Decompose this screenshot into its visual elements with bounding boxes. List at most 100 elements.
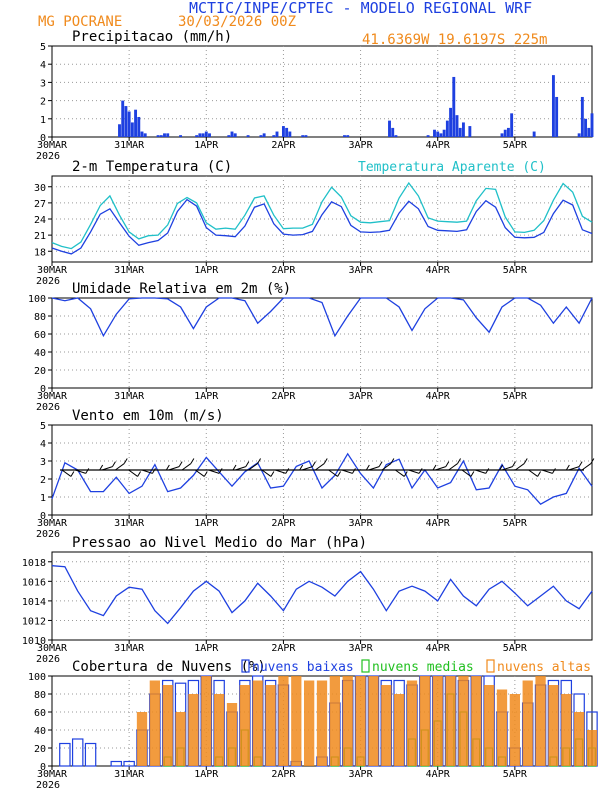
precip-bar	[124, 106, 128, 137]
x-tick-label: 1APR	[194, 265, 219, 276]
panel-title: Precipitacao (mm/h)	[72, 29, 232, 45]
wind-barb-flag	[285, 468, 290, 474]
wind-barb	[128, 469, 138, 477]
x-tick-label: 2APR	[271, 391, 296, 402]
wind-barb-flag	[178, 461, 183, 467]
y-tick-label: 1018	[22, 558, 46, 569]
wind-barb-flag	[578, 461, 583, 467]
wind-barb	[501, 466, 513, 471]
wind-barb	[435, 466, 446, 471]
y-tick-label: 20	[34, 366, 46, 377]
cloud-high-bar	[535, 676, 546, 766]
precip-bar	[343, 135, 346, 137]
x-tick-label: 2APR	[271, 140, 296, 151]
legend-label: nuvens altas	[497, 660, 591, 675]
cloud-high-bar	[201, 676, 212, 766]
cloud-low-bar	[110, 760, 123, 767]
header-location: MG POCRANE	[38, 14, 122, 30]
y-tick-label: 5	[40, 42, 46, 53]
x-tick-label: 30MAR	[37, 265, 68, 276]
precip-bar	[118, 124, 121, 137]
precip-bar	[388, 120, 391, 137]
precip-bar	[285, 127, 289, 137]
panel-5: 1010 1012 1014 1016 1018 30MAR 31MAR 1APR 2APR 3A…	[22, 535, 593, 665]
precip-bar	[503, 129, 507, 137]
x-tick-label: 3APR	[349, 391, 374, 402]
y-tick-label: 60	[34, 708, 46, 719]
wind-barb	[261, 469, 272, 477]
precip-bar	[510, 113, 514, 137]
y-tick-label: 21	[34, 231, 46, 242]
precip-bar	[198, 133, 202, 137]
header-run: 30/03/2026 00Z	[178, 14, 296, 30]
x-tick-label: 3APR	[349, 643, 374, 654]
x-tick-label: 5APR	[503, 643, 528, 654]
precip-bar	[137, 116, 141, 137]
x-tick-label: 1APR	[194, 391, 219, 402]
panel-3: 0 20 40 60 80 100 30MAR 31MAR 1APR 2APR 3APR 4APR 5A…	[28, 281, 593, 413]
precip-bar	[442, 129, 446, 137]
panel-title: Cobertura de Nuvens (%)	[72, 659, 266, 675]
wind-barb	[515, 463, 525, 471]
precip-bar	[201, 133, 205, 137]
y-tick-label: 1	[40, 493, 46, 504]
cloud-high-bar	[445, 676, 456, 766]
y-tick-label: 30	[34, 183, 46, 194]
precip-bar	[233, 133, 237, 137]
x-tick-label: 3APR	[349, 140, 374, 151]
x-tick-label: 31MAR	[114, 769, 145, 780]
y-tick-label: 3	[40, 457, 46, 468]
cloud-high-bar	[355, 676, 366, 766]
wind-barb	[141, 469, 153, 474]
precip-bar	[156, 135, 160, 137]
wind-barb	[528, 469, 538, 477]
cloud-high-bar	[522, 680, 533, 766]
legend-swatch	[486, 659, 495, 673]
precip-bar	[584, 118, 588, 137]
precip-bar	[227, 135, 231, 137]
panel-6: 0 20 40 60 80 100 30MAR 31MAR 1APR 2APR 3APR 4APR 5A…	[28, 659, 598, 791]
wind-barb-flag	[137, 471, 141, 477]
wind-barb-flag	[337, 471, 341, 477]
wind-barb-flag	[218, 468, 223, 474]
wind-barb	[195, 469, 205, 477]
precip-bar	[230, 131, 234, 137]
cloud-high-bar	[561, 694, 572, 766]
cloud-high-bar	[265, 685, 276, 766]
wind-barb	[75, 469, 86, 474]
year-label: 2026	[36, 529, 60, 540]
x-tick-label: 3APR	[349, 518, 374, 529]
wind-barb-flag	[523, 458, 528, 464]
precip-bar	[127, 111, 131, 137]
x-tick-label: 30MAR	[37, 643, 68, 654]
precip-bar	[394, 135, 398, 137]
y-tick-label: 1	[40, 115, 46, 126]
wind-barb-flag	[485, 468, 490, 474]
wind-barb	[168, 466, 180, 471]
cloud-high-bar	[278, 676, 289, 766]
wind-barb	[448, 463, 458, 471]
cloud-high-bar	[574, 712, 585, 766]
y-tick-label: 0	[40, 762, 46, 773]
cloud-high-bar	[239, 685, 250, 766]
cloud-high-bar	[329, 676, 340, 766]
cloud-high-bar	[394, 694, 405, 766]
precip-bar	[555, 96, 559, 137]
x-tick-label: 4APR	[426, 518, 451, 529]
x-tick-label: 30MAR	[37, 391, 68, 402]
x-tick-label: 1APR	[194, 518, 219, 529]
panel-title: Umidade Relativa em 2m (%)	[72, 281, 291, 297]
precip-bar	[143, 133, 147, 137]
legend-label: nuvens baixas	[252, 660, 354, 675]
x-tick-label: 31MAR	[114, 140, 145, 151]
wind-barb-flag	[590, 458, 595, 464]
wind-barb-flag	[445, 461, 450, 467]
y-tick-label: 0	[40, 384, 46, 395]
panel-title: 2-m Temperatura (C)	[72, 159, 232, 175]
x-tick-label: 31MAR	[114, 391, 145, 402]
wind-barb	[101, 466, 113, 471]
cloud-high-bar	[458, 676, 469, 766]
x-tick-label: 4APR	[426, 140, 451, 151]
wind-barb-flag	[190, 458, 195, 464]
cloud-high-bar	[291, 676, 302, 766]
